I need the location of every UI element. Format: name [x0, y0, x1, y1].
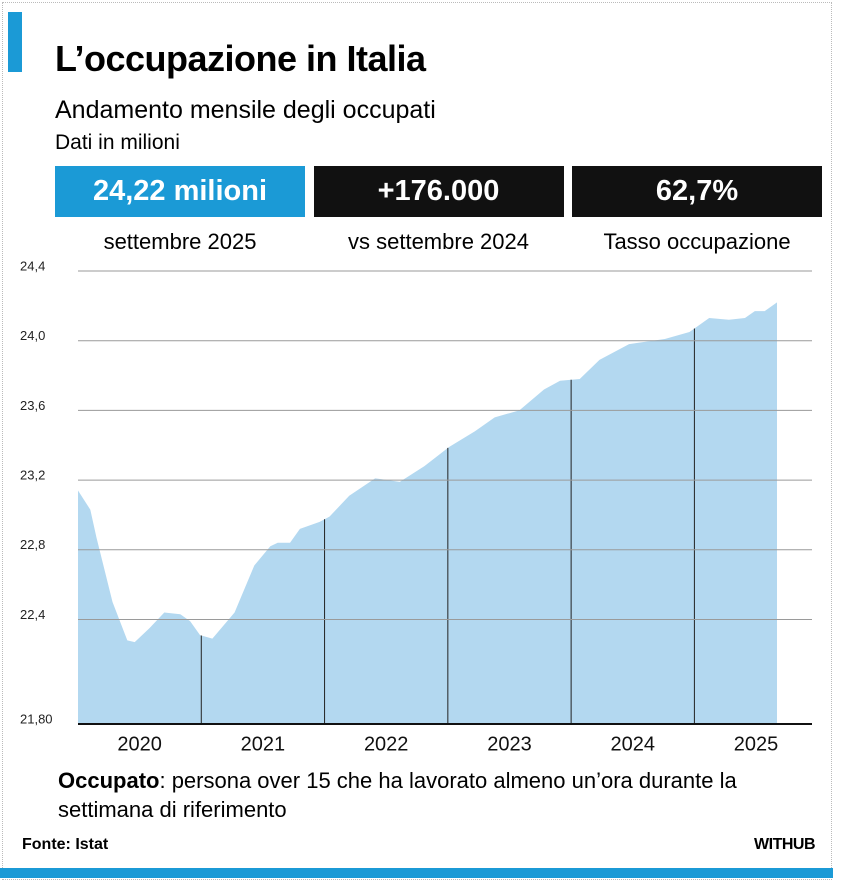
- frame: [2, 2, 832, 880]
- area: [78, 302, 777, 724]
- kpi-label: settembre 2025: [103, 229, 257, 254]
- source: Fonte: Istat: [22, 836, 109, 853]
- kpi-label: Tasso occupazione: [603, 229, 791, 254]
- note-text: : persona over 15 che ha lavorato almeno…: [58, 768, 737, 822]
- y-tick-label: 22,8: [20, 537, 45, 552]
- kpi-box: 24,22 milioni: [55, 166, 305, 217]
- x-tick-label: 2024: [611, 733, 656, 755]
- x-tick-label: 2021: [241, 733, 286, 755]
- x-tick-label: 2022: [364, 733, 409, 755]
- chart: 21,80 22,4 22,8 23,2 23,6 24,0 24,4 2020 2021 202…: [20, 258, 812, 755]
- note-term: Occupato: [58, 768, 160, 793]
- y-tick-label: 23,2: [20, 468, 45, 483]
- title: L’occupazione in Italia: [55, 38, 426, 79]
- x-tick-label: 2020: [117, 733, 162, 755]
- note: Occupato: persona over 15 che ha lavorat…: [58, 766, 798, 824]
- y-tick-label: 21,80: [20, 711, 53, 726]
- kpi-box: 62,7%: [572, 166, 822, 217]
- kpi-box: +176.000: [313, 166, 564, 217]
- x-tick-label: 2023: [487, 733, 532, 755]
- y-tick-label: 22,4: [20, 607, 45, 622]
- y-tick-label: 23,6: [20, 398, 45, 413]
- x-tick-label: 2025: [734, 733, 779, 755]
- brand: WITHUB: [754, 836, 815, 853]
- accent-bar: [8, 12, 22, 72]
- kpi-label: vs settembre 2024: [348, 229, 529, 254]
- subtitle: Andamento mensile degli occupati: [55, 96, 436, 124]
- unit-note: Dati in milioni: [55, 131, 180, 154]
- y-tick-label: 24,4: [20, 258, 45, 273]
- y-tick-label: 24,0: [20, 328, 45, 343]
- bottom-bar: [0, 868, 833, 878]
